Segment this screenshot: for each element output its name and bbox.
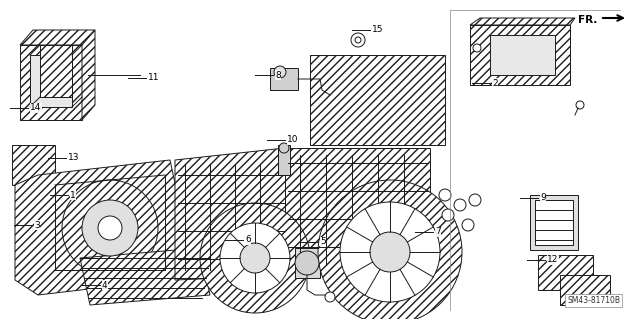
Text: 2: 2: [492, 78, 498, 87]
Circle shape: [351, 33, 365, 47]
Text: 8: 8: [275, 70, 281, 79]
Circle shape: [274, 66, 286, 78]
Ellipse shape: [200, 203, 310, 313]
Text: SM43-81710B: SM43-81710B: [567, 296, 620, 305]
Text: 4: 4: [102, 280, 108, 290]
Text: 7: 7: [435, 227, 441, 236]
Polygon shape: [470, 25, 570, 85]
Polygon shape: [20, 45, 82, 120]
Circle shape: [355, 37, 361, 43]
Text: 13: 13: [68, 153, 79, 162]
Polygon shape: [285, 148, 430, 270]
Ellipse shape: [318, 180, 462, 319]
Circle shape: [340, 202, 440, 302]
Polygon shape: [490, 35, 555, 75]
Text: 3: 3: [34, 220, 40, 229]
Circle shape: [469, 194, 481, 206]
Bar: [40, 45, 72, 97]
Polygon shape: [12, 145, 55, 185]
Bar: [310, 55, 445, 145]
Text: FR.: FR.: [578, 15, 597, 25]
Bar: [560, 275, 610, 305]
Circle shape: [370, 232, 410, 272]
Circle shape: [439, 189, 451, 201]
Bar: [535, 200, 573, 245]
Circle shape: [240, 243, 270, 273]
Circle shape: [98, 216, 122, 240]
Polygon shape: [82, 30, 95, 120]
Text: 10: 10: [287, 136, 298, 145]
Bar: [295, 248, 320, 278]
Circle shape: [325, 292, 335, 302]
Circle shape: [462, 219, 474, 231]
Circle shape: [220, 223, 290, 293]
Text: 5: 5: [320, 238, 326, 247]
Circle shape: [473, 44, 481, 52]
Text: 6: 6: [245, 235, 251, 244]
Circle shape: [576, 101, 584, 109]
Bar: [30, 55, 72, 107]
Bar: [538, 255, 593, 290]
Polygon shape: [80, 248, 210, 305]
Text: 14: 14: [30, 103, 42, 113]
Polygon shape: [175, 148, 295, 280]
Text: 15: 15: [372, 26, 383, 34]
Circle shape: [295, 251, 319, 275]
Circle shape: [442, 209, 454, 221]
Text: 11: 11: [148, 73, 159, 83]
Polygon shape: [20, 30, 95, 45]
Text: 1: 1: [70, 190, 76, 199]
Polygon shape: [15, 160, 185, 295]
Text: 12: 12: [547, 256, 558, 264]
Bar: [530, 195, 578, 250]
Text: 9: 9: [540, 194, 546, 203]
Bar: [278, 145, 290, 175]
Polygon shape: [470, 18, 575, 25]
Circle shape: [454, 199, 466, 211]
Bar: [270, 68, 298, 90]
Circle shape: [279, 143, 289, 153]
Ellipse shape: [62, 180, 158, 276]
Circle shape: [82, 200, 138, 256]
